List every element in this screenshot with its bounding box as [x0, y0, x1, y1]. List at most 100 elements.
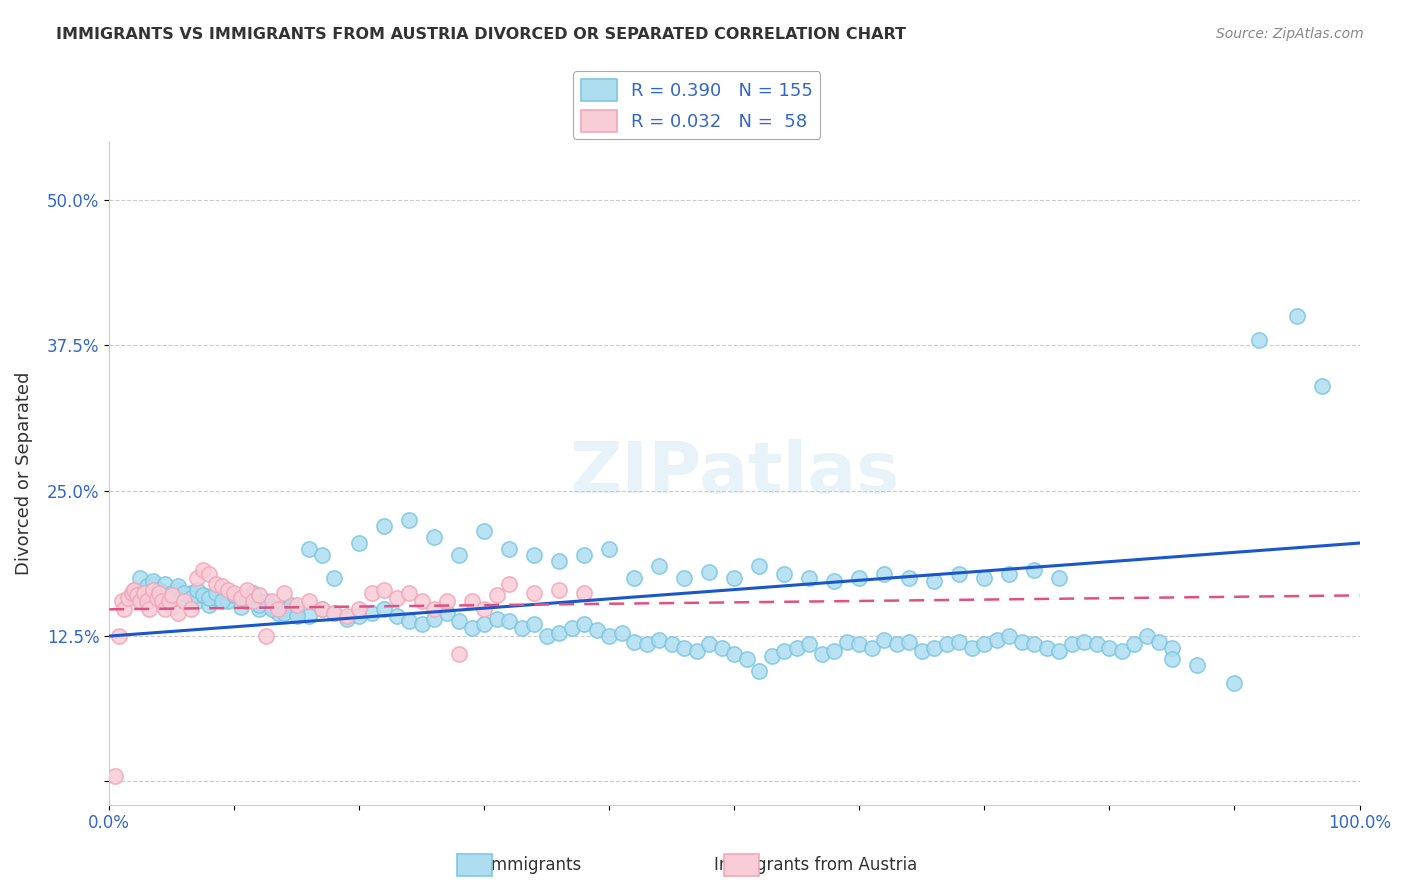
- Point: [1111, 644, 1133, 658]
- Point: [498, 614, 520, 628]
- Point: [229, 591, 252, 605]
- Point: [360, 606, 382, 620]
- Point: [217, 582, 239, 597]
- Point: [636, 637, 658, 651]
- Point: [548, 625, 571, 640]
- Point: [610, 625, 633, 640]
- Point: [198, 591, 221, 605]
- Point: [523, 586, 546, 600]
- Point: [773, 567, 796, 582]
- Point: [122, 582, 145, 597]
- Text: Immigrants from Austria: Immigrants from Austria: [714, 856, 917, 874]
- Point: [485, 612, 508, 626]
- Point: [134, 586, 156, 600]
- Point: [129, 594, 152, 608]
- Point: [423, 602, 446, 616]
- Point: [973, 637, 995, 651]
- Point: [173, 586, 195, 600]
- Point: [285, 606, 308, 620]
- Point: [924, 574, 946, 589]
- Point: [848, 571, 870, 585]
- Point: [1223, 675, 1246, 690]
- Point: [1085, 637, 1108, 651]
- Point: [436, 594, 458, 608]
- Point: [155, 602, 177, 616]
- Point: [986, 632, 1008, 647]
- Point: [661, 637, 683, 651]
- Point: [472, 617, 495, 632]
- Point: [273, 586, 295, 600]
- Point: [298, 594, 321, 608]
- Point: [217, 594, 239, 608]
- Point: [254, 594, 277, 608]
- Point: [236, 582, 259, 597]
- Point: [155, 576, 177, 591]
- Point: [311, 602, 333, 616]
- Point: [145, 591, 167, 605]
- Y-axis label: Divorced or Separated: Divorced or Separated: [15, 372, 32, 575]
- Point: [911, 644, 934, 658]
- Point: [160, 600, 183, 615]
- Point: [498, 576, 520, 591]
- Point: [423, 612, 446, 626]
- Point: [472, 524, 495, 539]
- Point: [548, 582, 571, 597]
- Point: [191, 588, 214, 602]
- Point: [485, 588, 508, 602]
- Point: [198, 598, 221, 612]
- Point: [336, 609, 359, 624]
- Point: [924, 640, 946, 655]
- Point: [835, 635, 858, 649]
- Point: [155, 588, 177, 602]
- Point: [129, 571, 152, 585]
- Point: [191, 588, 214, 602]
- Point: [761, 648, 783, 663]
- Point: [598, 629, 620, 643]
- Point: [186, 594, 208, 608]
- Point: [157, 594, 180, 608]
- Point: [1185, 658, 1208, 673]
- Point: [179, 602, 201, 616]
- Point: [260, 602, 283, 616]
- Point: [948, 567, 970, 582]
- Point: [280, 598, 302, 612]
- Point: [117, 591, 139, 605]
- Point: [735, 652, 758, 666]
- Point: [135, 579, 157, 593]
- Point: [138, 602, 160, 616]
- Point: [548, 553, 571, 567]
- Point: [360, 586, 382, 600]
- Point: [236, 594, 259, 608]
- Point: [873, 632, 896, 647]
- Point: [242, 586, 264, 600]
- Point: [298, 541, 321, 556]
- Point: [561, 621, 583, 635]
- Point: [648, 632, 671, 647]
- Point: [323, 606, 346, 620]
- Point: [142, 574, 165, 589]
- Point: [623, 571, 645, 585]
- Point: [898, 571, 921, 585]
- Point: [121, 586, 143, 600]
- Point: [229, 600, 252, 615]
- Point: [1149, 635, 1171, 649]
- Point: [773, 644, 796, 658]
- Point: [673, 640, 696, 655]
- Point: [1036, 640, 1059, 655]
- Point: [148, 586, 170, 600]
- Point: [186, 571, 208, 585]
- Point: [160, 586, 183, 600]
- Point: [585, 624, 607, 638]
- Point: [1024, 563, 1046, 577]
- Point: [848, 637, 870, 651]
- Point: [160, 588, 183, 602]
- Point: [349, 609, 371, 624]
- Point: [1161, 652, 1184, 666]
- Point: [108, 629, 131, 643]
- Point: [1161, 640, 1184, 655]
- Point: [323, 571, 346, 585]
- Text: ZIPatlas: ZIPatlas: [569, 439, 900, 508]
- Point: [167, 606, 190, 620]
- Point: [574, 586, 596, 600]
- Point: [142, 582, 165, 597]
